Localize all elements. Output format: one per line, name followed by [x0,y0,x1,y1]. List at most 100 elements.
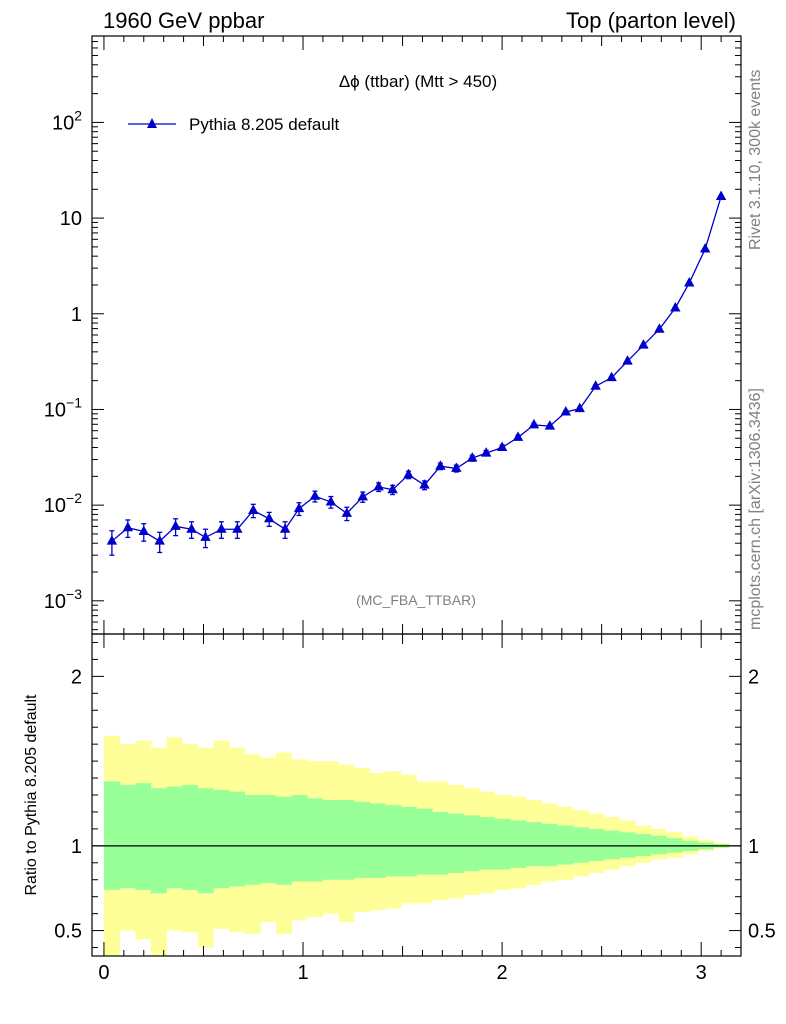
ratio-y-tick-label: 1 [71,836,82,858]
data-point [606,371,617,382]
data-point [373,480,384,491]
band-inner-bin [135,783,152,890]
band-inner-bin [494,818,511,870]
data-point [699,243,711,253]
y-tick-label: 10−3 [44,586,82,613]
band-inner-bin [416,808,433,875]
band-inner-bin [228,791,245,887]
band-inner-bin [197,788,214,894]
data-point [560,406,572,416]
y-tick-label: 10−2 [44,490,82,517]
y-tick-label: 102 [52,107,82,134]
band-inner-bin [635,833,652,857]
data-point [435,460,446,470]
data-point [622,355,633,365]
band-inner-bin [385,805,402,877]
y-tick-label: 1 [71,304,82,326]
data-point [106,535,118,545]
band-inner-bin [604,830,621,860]
y-tick-label: 10 [60,208,82,230]
y-tick-label: 10−1 [44,394,82,421]
band-inner-bin [213,789,230,889]
legend-marker [147,118,157,128]
data-point [387,483,398,494]
band-inner-bin [291,795,308,882]
data-point [248,504,259,514]
band-inner-bin [557,825,574,865]
band-inner-bin [541,823,558,867]
data-point [341,507,353,517]
data-point [138,525,149,536]
mcplots-label: mcplots.cern.ch [arXiv:1306.3436] [747,388,764,630]
data-point [325,495,337,506]
band-inner-bin [275,796,292,885]
x-tick-label: 2 [497,962,508,984]
legend: Pythia 8.205 default [128,115,340,134]
x-tick-label: 0 [98,962,109,984]
data-point [654,323,665,333]
legend-label: Pythia 8.205 default [189,115,340,134]
data-point [512,431,524,441]
band-inner-bin [150,788,167,894]
series-line [111,196,722,543]
band-inner-bin [588,828,605,862]
ratio-ylabel: Ratio to Pythia 8.205 default [23,694,40,896]
ratio-y-tick-label-right: 2 [748,666,759,688]
band-inner-bin [307,798,324,882]
data-point [170,520,181,530]
band-inner-bin [353,801,371,879]
data-point [496,441,508,452]
data-point [419,479,430,489]
data-point [122,521,134,532]
data-point [480,447,492,457]
data-point [403,468,414,479]
x-tick-label: 1 [297,962,308,984]
band-inner-bin [369,803,386,879]
main-title: Δϕ (ttbar) (Mtt > 450) [339,72,497,91]
band-inner-bin [103,781,120,890]
band-inner-bin [244,795,261,885]
data-point [293,502,305,513]
band-inner-bin [432,811,449,875]
data-point [309,490,321,500]
data-point [232,523,243,533]
ratio-y-tick-label-right: 0.5 [748,921,776,943]
header-right: Top (parton level) [566,8,736,33]
main-plot: 10−3 10−2 10−1 1 10 102 [44,35,742,635]
band-inner-bin [447,813,464,873]
band-inner-bin [650,835,667,855]
data-point [715,190,727,201]
data-point [528,418,540,429]
band-inner-bin [479,817,496,870]
band-inner-bin [260,795,277,884]
data-point [357,490,368,501]
band-inner-bin [510,820,527,868]
data-point [590,380,601,390]
band-inner-bin [338,800,355,880]
band-inner-bin [619,832,636,858]
band-inner-bin [182,784,199,890]
data-point [467,452,478,462]
band-inner-bin [119,784,136,889]
data-point [451,462,462,472]
band-inner-bin [400,806,417,877]
band-inner-bin [322,800,339,880]
data-point [200,531,211,541]
ratio-plot: 0 1 2 3 0.5 0.5 1 1 2 2 [54,633,776,984]
analysis-label: (MC_FBA_TTBAR) [356,592,476,608]
data-point [279,523,291,533]
band-inner-bin [166,786,183,889]
ratio-y-tick-label-right: 1 [748,836,759,858]
data-point [154,535,165,545]
ratio-y-tick-label: 2 [71,666,82,688]
data-point [544,420,556,430]
band-inner-bin [572,827,589,863]
data-point [574,402,585,413]
data-point [263,512,275,523]
header-left: 1960 GeV ppbar [103,8,264,33]
x-tick-label: 3 [696,962,707,984]
data-point [216,523,227,533]
ratio-y-tick-label: 0.5 [54,921,82,943]
data-point [638,339,649,349]
